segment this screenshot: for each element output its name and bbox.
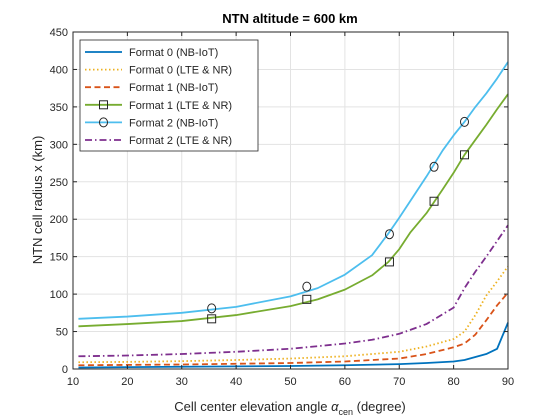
y-tick-label: 400 — [50, 64, 68, 76]
series-1-legend-label: Format 0 (LTE & NR) — [129, 65, 232, 77]
series-4-marker — [302, 281, 312, 292]
x-tick-label: 90 — [502, 376, 514, 388]
series-5-legend-label: Format 2 (LTE & NR) — [129, 135, 232, 147]
x-axis-label-suffix: (degree) — [353, 399, 406, 414]
chart-title: NTN altitude = 600 km — [222, 11, 357, 26]
series-0-legend-label: Format 0 (NB-IoT) — [129, 47, 218, 59]
series-2-line — [78, 292, 509, 367]
x-tick-label: 30 — [176, 376, 188, 388]
series-3-marker — [302, 294, 312, 304]
y-tick-label: 100 — [50, 289, 68, 301]
legend: Format 0 (NB-IoT) Format 0 (LTE & NR) Form… — [79, 39, 259, 152]
x-axis-label: Cell center elevation angle αcen (degree… — [174, 399, 406, 417]
series-4-marker — [207, 303, 217, 314]
y-tick-label: 150 — [50, 252, 68, 264]
y-tick-label: 50 — [56, 327, 68, 339]
x-axis-label-main: Cell center elevation angle — [174, 399, 331, 414]
x-tick-label: 20 — [121, 376, 133, 388]
series-4-line — [78, 61, 509, 320]
series-markers — [207, 116, 469, 324]
series-3-marker — [460, 150, 469, 160]
legend-box — [79, 39, 259, 152]
series-0-line — [78, 322, 509, 369]
series-3-marker — [429, 196, 439, 206]
series-4-marker — [384, 229, 394, 240]
y-tick-label: 200 — [50, 214, 68, 226]
series-2-legend-label: Format 1 (NB-IoT) — [129, 82, 218, 94]
series-lines — [78, 61, 509, 369]
tick-labels: 10 20 30 40 50 60 70 80 90 0 50 100 150 200 250 300 350 4… — [50, 27, 514, 388]
y-tick-label: 300 — [50, 139, 68, 151]
x-axis-label-subscript: cen — [338, 407, 353, 417]
axis-ticks — [72, 31, 509, 370]
series-1-line — [78, 265, 509, 364]
series-3-marker — [207, 314, 217, 324]
y-tick-label: 450 — [50, 27, 68, 39]
series-3-legend-label: Format 1 (LTE & NR) — [129, 100, 232, 112]
x-axis-label-symbol: α — [331, 399, 339, 414]
x-tick-label: 40 — [230, 376, 242, 388]
x-tick-label: 60 — [339, 376, 351, 388]
series-3-line — [78, 93, 509, 328]
series-3-legend-marker — [99, 100, 108, 110]
y-tick-label: 350 — [50, 102, 68, 114]
x-tick-label: 80 — [448, 376, 460, 388]
series-4-marker — [460, 116, 469, 127]
x-tick-label: 70 — [393, 376, 405, 388]
x-tick-label: 50 — [284, 376, 296, 388]
series-4-marker — [429, 161, 439, 172]
y-tick-label: 250 — [50, 177, 68, 189]
series-3-marker — [384, 257, 394, 267]
y-tick-label: 0 — [62, 364, 68, 376]
y-axis-label: NTN cell radius x (km) — [30, 136, 45, 265]
series-4-legend-label: Format 2 (NB-IoT) — [129, 117, 218, 129]
x-tick-label: 10 — [67, 376, 79, 388]
series-4-legend-marker — [99, 117, 108, 128]
series-5-line — [78, 224, 509, 358]
